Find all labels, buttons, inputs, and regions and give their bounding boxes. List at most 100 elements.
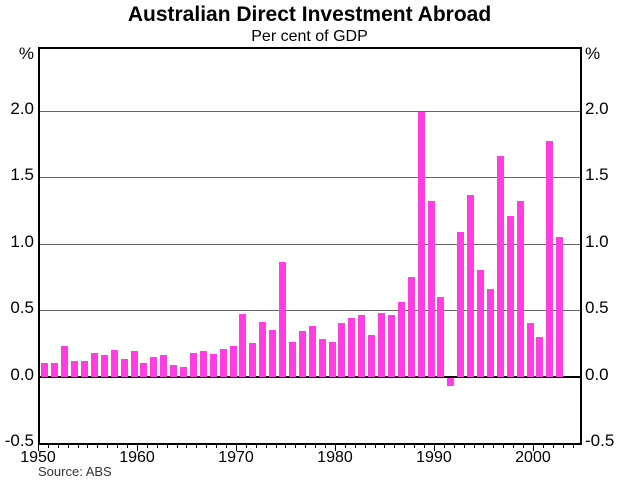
bar-2002 — [556, 237, 564, 377]
bar-1991 — [447, 377, 455, 386]
x-tick — [493, 443, 495, 448]
y-tick-label-left: 0.5 — [10, 298, 34, 318]
bar-1951 — [51, 363, 59, 377]
bar-1997 — [506, 215, 514, 377]
y-tick-label-left: 0.0 — [10, 364, 34, 384]
y-tick-label-right: 0.5 — [585, 298, 609, 318]
bar-1954 — [81, 360, 89, 377]
bar-1999 — [526, 323, 534, 377]
bar-1996 — [496, 155, 504, 377]
x-tick — [275, 443, 277, 448]
x-tick — [315, 443, 317, 448]
bar-1974 — [279, 262, 287, 377]
x-tick — [57, 443, 59, 448]
bar-1975 — [288, 342, 296, 377]
x-tick — [572, 443, 574, 448]
x-tick — [77, 443, 79, 448]
x-tick — [374, 443, 376, 448]
x-tick — [424, 443, 426, 448]
zero-axis-line — [40, 375, 580, 378]
x-tick — [404, 443, 406, 448]
x-tick-label: 1960 — [119, 449, 155, 466]
x-tick — [473, 443, 475, 448]
y-tick-label-left: 1.0 — [10, 231, 34, 251]
x-tick — [97, 443, 99, 448]
bar-1965 — [189, 352, 197, 377]
x-tick — [136, 443, 138, 451]
x-tick — [117, 443, 119, 448]
x-tick — [305, 443, 307, 448]
x-tick — [235, 443, 237, 451]
gridline — [40, 177, 580, 179]
bar-1995 — [486, 288, 494, 377]
bar-1968 — [219, 348, 227, 377]
x-tick — [47, 443, 49, 448]
gridline — [40, 243, 580, 245]
bar-1985 — [387, 315, 395, 377]
x-tick-label: 1950 — [20, 449, 56, 466]
x-tick — [206, 443, 208, 448]
bar-2001 — [546, 141, 554, 377]
x-tick — [196, 443, 198, 448]
x-tick — [295, 443, 297, 448]
x-tick — [127, 443, 129, 448]
source-note: Source: ABS — [38, 464, 112, 479]
x-tick — [542, 443, 544, 448]
bar-1953 — [71, 360, 79, 377]
bar-1969 — [229, 345, 237, 377]
x-tick — [176, 443, 178, 448]
bar-1950 — [41, 363, 49, 377]
bar-1989 — [427, 201, 435, 377]
bar-1992 — [457, 231, 465, 377]
x-tick — [255, 443, 257, 448]
bar-1952 — [61, 345, 69, 377]
x-tick — [523, 443, 525, 448]
x-tick — [513, 443, 515, 448]
x-tick — [532, 443, 534, 451]
x-tick — [463, 443, 465, 448]
bar-1980 — [338, 323, 346, 377]
y-axis-unit-left: % — [18, 44, 34, 63]
y-axis-unit-right: % — [585, 44, 601, 63]
gridline — [40, 110, 580, 112]
chart-title: Australian Direct Investment Abroad — [127, 3, 492, 26]
x-tick-label: 1970 — [218, 449, 254, 466]
x-tick — [87, 443, 89, 448]
bar-1963 — [170, 364, 178, 377]
bar-1966 — [199, 351, 207, 377]
bar-1961 — [150, 356, 158, 377]
bar-1973 — [269, 330, 277, 377]
x-tick — [146, 443, 148, 448]
bar-1977 — [308, 326, 316, 377]
x-tick — [285, 443, 287, 448]
x-tick — [433, 443, 435, 451]
x-tick — [384, 443, 386, 448]
bar-1956 — [100, 355, 108, 377]
x-tick-label: 1990 — [416, 449, 452, 466]
plot-area — [38, 47, 582, 445]
y-tick-label-right: 1.5 — [585, 165, 609, 185]
x-tick — [503, 443, 505, 448]
x-tick — [67, 443, 69, 448]
x-tick — [443, 443, 445, 448]
bar-1955 — [90, 352, 98, 377]
x-tick — [334, 443, 336, 451]
x-tick-label: 1980 — [317, 449, 353, 466]
bar-1987 — [407, 276, 415, 377]
x-tick — [156, 443, 158, 448]
bar-1990 — [437, 296, 445, 377]
bar-1971 — [249, 343, 257, 377]
bar-1964 — [180, 367, 188, 377]
bar-1986 — [397, 302, 405, 377]
gridline — [40, 310, 580, 312]
x-tick — [483, 443, 485, 448]
x-tick — [265, 443, 267, 448]
x-tick — [107, 443, 109, 448]
bar-1983 — [368, 335, 376, 377]
bar-1984 — [378, 312, 386, 377]
x-tick — [325, 443, 327, 448]
chart-subtitle: Per cent of GDP — [251, 28, 368, 45]
bar-1962 — [160, 355, 168, 377]
x-tick — [354, 443, 356, 448]
x-tick — [186, 443, 188, 448]
